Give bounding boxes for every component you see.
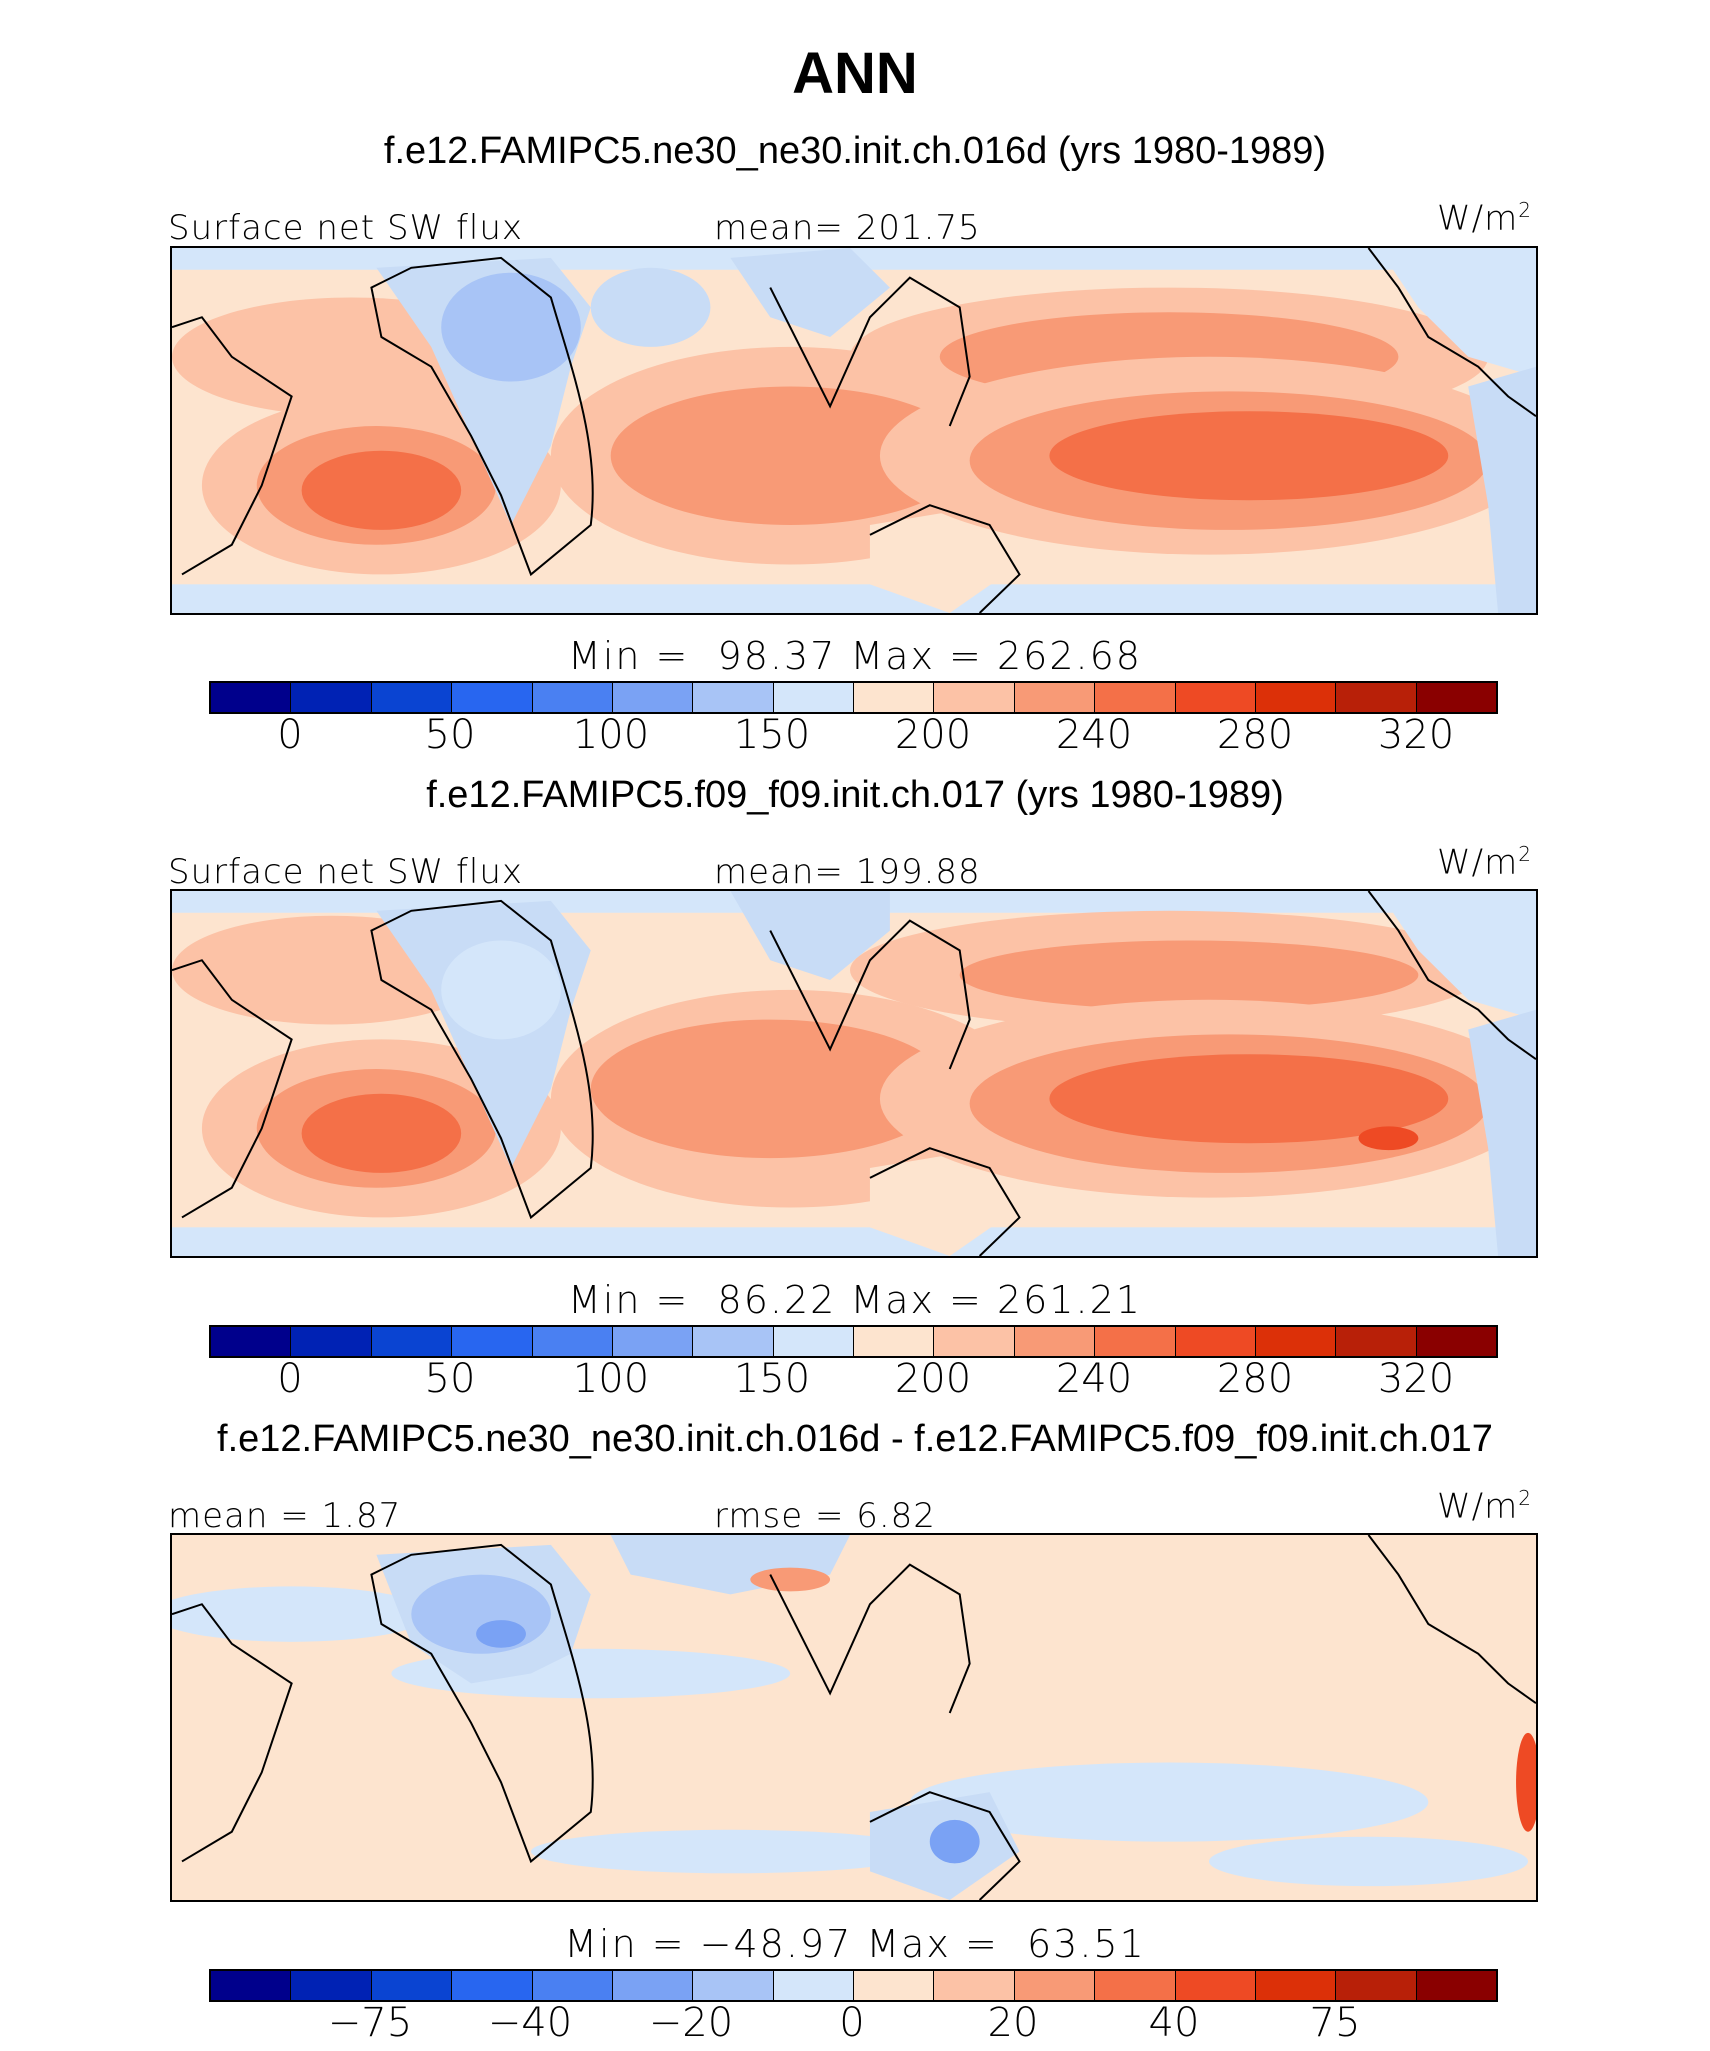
- colorbar-swatch: [1014, 683, 1096, 712]
- colorbar-swatch: [934, 1327, 1015, 1356]
- panel-1-units: W/m2: [1437, 198, 1532, 239]
- colorbar-tick-label: 40: [1148, 2000, 1200, 2046]
- colorbar-swatch: [773, 1971, 854, 2000]
- panel-2-colorbar: [209, 1325, 1498, 1358]
- colorbar-swatch: [1416, 1971, 1496, 2000]
- colorbar-swatch: [532, 1327, 613, 1356]
- colorbar-swatch: [934, 683, 1015, 712]
- colorbar-tick-label: 280: [1216, 712, 1294, 758]
- colorbar-swatch: [854, 1971, 935, 2000]
- colorbar-swatch: [371, 1971, 453, 2000]
- colorbar-swatch: [452, 1327, 533, 1356]
- colorbar-tick-label: 200: [894, 1356, 972, 1402]
- colorbar-swatch: [1095, 1327, 1176, 1356]
- colorbar-swatch: [854, 1327, 935, 1356]
- colorbar-swatch: [1095, 683, 1176, 712]
- colorbar-swatch: [773, 1327, 854, 1356]
- panel-2-case-title: f.e12.FAMIPC5.f09_f09.init.ch.017 (yrs 1…: [426, 774, 1284, 816]
- colorbar-swatch: [211, 1971, 292, 2000]
- colorbar-tick-label: 100: [572, 1356, 650, 1402]
- colorbar-swatch: [291, 683, 372, 712]
- colorbar-swatch: [1416, 683, 1496, 712]
- colorbar-swatch: [371, 1327, 453, 1356]
- colorbar-tick-label: 150: [733, 712, 811, 758]
- colorbar-swatch: [211, 683, 292, 712]
- colorbar-swatch: [773, 683, 854, 712]
- colorbar-tick-label: 0: [277, 712, 303, 758]
- colorbar-swatch: [452, 683, 533, 712]
- colorbar-swatch: [612, 683, 694, 712]
- panel-3-colorbar: [209, 1969, 1498, 2002]
- colorbar-tick-label: −20: [648, 2000, 734, 2046]
- colorbar-swatch: [1336, 1971, 1417, 2000]
- panel-3-units: W/m2: [1437, 1486, 1532, 1527]
- colorbar-swatch: [612, 1327, 694, 1356]
- colorbar-swatch: [693, 1971, 774, 2000]
- panel-1-case-title: f.e12.FAMIPC5.ne30_ne30.init.ch.016d (yr…: [383, 130, 1327, 172]
- colorbar-swatch: [1416, 1327, 1496, 1356]
- colorbar-tick-label: 240: [1055, 1356, 1133, 1402]
- colorbar-swatch: [854, 683, 935, 712]
- colorbar-tick-label: 150: [733, 1356, 811, 1402]
- panel-1-colorbar: [209, 681, 1498, 714]
- colorbar-swatch: [211, 1327, 292, 1356]
- colorbar-tick-label: −75: [327, 2000, 413, 2046]
- colorbar-swatch: [1175, 1327, 1256, 1356]
- colorbar-swatch: [1014, 1971, 1096, 2000]
- colorbar-tick-label: 100: [572, 712, 650, 758]
- colorbar-tick-label: 20: [987, 2000, 1039, 2046]
- colorbar-tick-label: 0: [277, 1356, 303, 1402]
- colorbar-swatch: [1255, 683, 1337, 712]
- colorbar-swatch: [532, 683, 613, 712]
- panel-3-case-title: f.e12.FAMIPC5.ne30_ne30.init.ch.016d - f…: [217, 1418, 1493, 1460]
- colorbar-swatch: [291, 1327, 372, 1356]
- colorbar-swatch: [1014, 1327, 1096, 1356]
- colorbar-swatch: [291, 1971, 372, 2000]
- colorbar-swatch: [1095, 1971, 1176, 2000]
- panel-1-map-field: [172, 248, 1536, 613]
- colorbar-swatch: [1175, 1971, 1256, 2000]
- colorbar-tick-label: 200: [894, 712, 972, 758]
- panel-1-mean-label: mean= 201.75: [714, 208, 981, 248]
- panel-1-minmax: Min = 98.37 Max = 262.68: [568, 634, 1142, 678]
- figure-title: ANN: [792, 41, 918, 106]
- panel-2-units: W/m2: [1437, 842, 1532, 883]
- colorbar-swatch: [934, 1971, 1015, 2000]
- colorbar-tick-label: 320: [1377, 712, 1455, 758]
- colorbar-swatch: [1175, 683, 1256, 712]
- colorbar-tick-label: 0: [839, 2000, 865, 2046]
- colorbar-tick-label: −40: [487, 2000, 573, 2046]
- panel-3-map-field: [172, 1535, 1536, 1900]
- colorbar-tick-label: 240: [1055, 712, 1133, 758]
- panel-1-map: [170, 246, 1538, 615]
- panel-1-colorbar-ticks: 0 50 100 150 200 240 280 320: [0, 712, 1710, 762]
- colorbar-swatch: [371, 683, 453, 712]
- panel-2-colorbar-ticks: 0 50 100 150 200 240 280 320: [0, 1356, 1710, 1406]
- colorbar-swatch: [693, 683, 774, 712]
- colorbar-swatch: [452, 1971, 533, 2000]
- colorbar-swatch: [532, 1971, 613, 2000]
- panel-3-map: [170, 1533, 1538, 1902]
- panel-2-map: [170, 889, 1538, 1258]
- panel-3-minmax: Min = −48.97 Max = 63.51: [564, 1922, 1146, 1966]
- colorbar-swatch: [1336, 1327, 1417, 1356]
- panel-3-rmse-label: rmse = 6.82: [714, 1496, 936, 1536]
- colorbar-tick-label: 280: [1216, 1356, 1294, 1402]
- panel-2-variable-label: Surface net SW flux: [168, 852, 524, 892]
- colorbar-tick-label: 320: [1377, 1356, 1455, 1402]
- panel-1-variable-label: Surface net SW flux: [168, 208, 524, 248]
- panel-2-map-field: [172, 891, 1536, 1256]
- colorbar-swatch: [1255, 1971, 1337, 2000]
- colorbar-tick-label: 50: [424, 1356, 476, 1402]
- colorbar-tick-label: 50: [424, 712, 476, 758]
- panel-2-mean-label: mean= 199.88: [714, 852, 981, 892]
- panel-3-colorbar-ticks: −75 −40 −20 0 20 40 75: [0, 2000, 1710, 2050]
- colorbar-swatch: [1336, 683, 1417, 712]
- colorbar-tick-label: 75: [1309, 2000, 1361, 2046]
- colorbar-swatch: [612, 1971, 694, 2000]
- colorbar-swatch: [1255, 1327, 1337, 1356]
- panel-2-minmax: Min = 86.22 Max = 261.21: [568, 1278, 1142, 1322]
- panel-3-mean-label: mean = 1.87: [168, 1496, 402, 1536]
- colorbar-swatch: [693, 1327, 774, 1356]
